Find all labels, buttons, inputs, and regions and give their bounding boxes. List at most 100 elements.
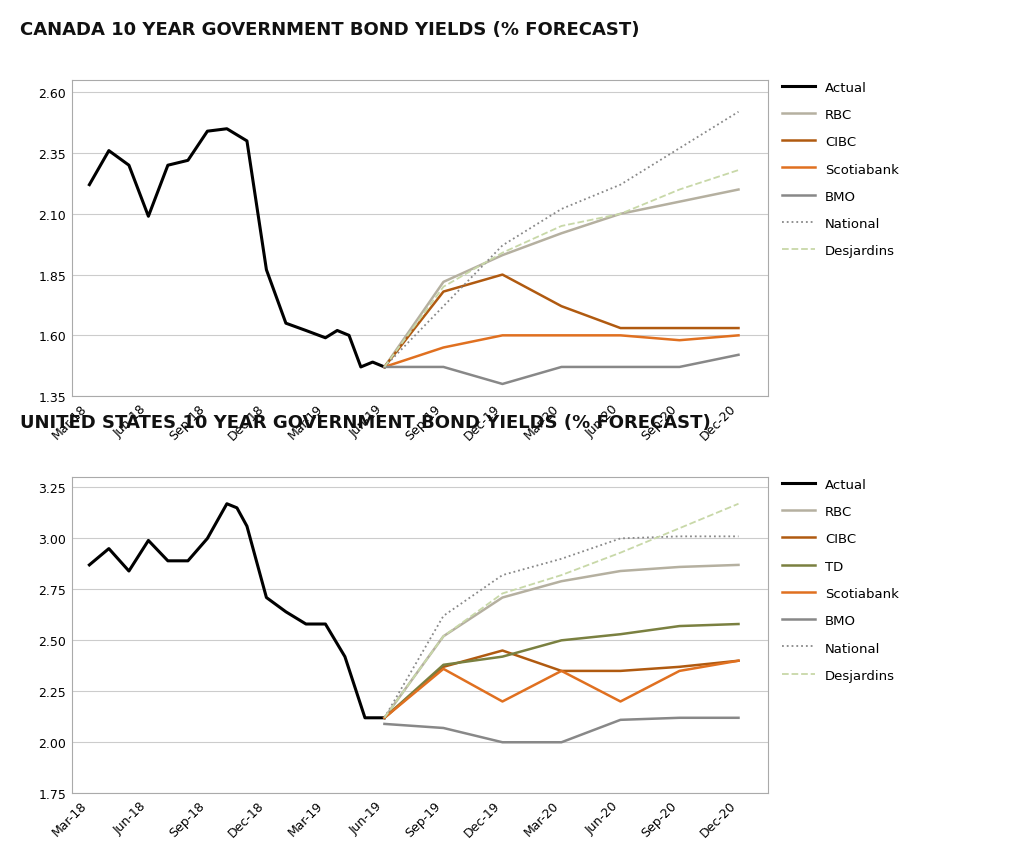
- Desjardins: [378, 713, 390, 723]
- CIBC: [732, 323, 744, 334]
- Line: RBC: RBC: [384, 190, 738, 368]
- Desjardins: [378, 363, 390, 373]
- Actual: [354, 363, 367, 373]
- Line: National: National: [384, 537, 738, 718]
- Scotiabank: [555, 666, 567, 676]
- Line: BMO: BMO: [384, 356, 738, 385]
- National: [674, 144, 686, 154]
- Actual: [202, 127, 214, 137]
- Actual: [300, 619, 312, 630]
- BMO: [378, 719, 390, 729]
- National: [437, 611, 450, 621]
- RBC: [732, 185, 744, 195]
- TD: [555, 635, 567, 646]
- Text: UNITED STATES 10 YEAR GOVERNMENT BOND YIELDS (% FORECAST): UNITED STATES 10 YEAR GOVERNMENT BOND YI…: [20, 414, 712, 432]
- Desjardins: [555, 222, 567, 232]
- National: [555, 554, 567, 564]
- CIBC: [674, 323, 686, 334]
- Actual: [331, 326, 343, 336]
- Actual: [260, 593, 272, 603]
- Line: Scotiabank: Scotiabank: [384, 336, 738, 368]
- BMO: [674, 713, 686, 723]
- CIBC: [674, 662, 686, 672]
- Desjardins: [614, 548, 627, 558]
- Actual: [358, 713, 371, 723]
- CIBC: [555, 666, 567, 676]
- Actual: [142, 212, 155, 222]
- BMO: [378, 363, 390, 373]
- TD: [614, 630, 627, 640]
- Actual: [250, 556, 262, 566]
- Actual: [123, 566, 135, 577]
- Actual: [378, 713, 390, 723]
- RBC: [555, 229, 567, 239]
- CIBC: [497, 270, 509, 281]
- Line: Actual: Actual: [89, 130, 384, 368]
- Actual: [123, 161, 135, 171]
- Actual: [339, 652, 351, 662]
- RBC: [378, 713, 390, 723]
- BMO: [437, 363, 450, 373]
- Scotiabank: [497, 331, 509, 341]
- Text: CANADA 10 YEAR GOVERNMENT BOND YIELDS (% FORECAST): CANADA 10 YEAR GOVERNMENT BOND YIELDS (%…: [20, 21, 640, 39]
- CIBC: [437, 662, 450, 672]
- National: [614, 534, 627, 544]
- Scotiabank: [378, 713, 390, 723]
- Line: RBC: RBC: [384, 566, 738, 718]
- Actual: [182, 156, 195, 166]
- Scotiabank: [378, 363, 390, 373]
- Actual: [241, 136, 253, 147]
- Desjardins: [497, 248, 509, 258]
- BMO: [614, 715, 627, 725]
- Scotiabank: [614, 697, 627, 707]
- National: [437, 302, 450, 312]
- Desjardins: [732, 499, 744, 509]
- Scotiabank: [497, 697, 509, 707]
- RBC: [674, 197, 686, 207]
- National: [555, 205, 567, 215]
- National: [378, 363, 390, 373]
- Actual: [182, 556, 195, 566]
- Scotiabank: [674, 666, 686, 676]
- RBC: [614, 210, 627, 220]
- Actual: [102, 544, 115, 554]
- RBC: [437, 277, 450, 287]
- Desjardins: [674, 524, 686, 534]
- CIBC: [437, 287, 450, 298]
- Actual: [221, 125, 233, 135]
- Actual: [230, 503, 243, 514]
- TD: [674, 621, 686, 631]
- Actual: [142, 536, 155, 546]
- Actual: [367, 357, 379, 368]
- Line: National: National: [384, 113, 738, 368]
- Actual: [162, 161, 174, 171]
- Line: TD: TD: [384, 624, 738, 718]
- Line: Desjardins: Desjardins: [384, 504, 738, 718]
- Actual: [83, 180, 95, 190]
- Actual: [162, 556, 174, 566]
- Desjardins: [437, 282, 450, 293]
- Scotiabank: [437, 343, 450, 353]
- Scotiabank: [437, 664, 450, 674]
- Legend: Actual, RBC, CIBC, TD, Scotiabank, BMO, National, Desjardins: Actual, RBC, CIBC, TD, Scotiabank, BMO, …: [781, 478, 899, 682]
- Line: Actual: Actual: [89, 504, 384, 718]
- CIBC: [614, 323, 627, 334]
- CIBC: [614, 666, 627, 676]
- BMO: [732, 713, 744, 723]
- Actual: [319, 334, 332, 344]
- Line: Scotiabank: Scotiabank: [384, 661, 738, 718]
- BMO: [614, 363, 627, 373]
- Desjardins: [732, 165, 744, 176]
- National: [732, 107, 744, 118]
- RBC: [437, 631, 450, 641]
- Actual: [102, 147, 115, 157]
- Scotiabank: [732, 331, 744, 341]
- Actual: [300, 326, 312, 336]
- CIBC: [378, 363, 390, 373]
- National: [732, 531, 744, 542]
- Actual: [280, 607, 292, 618]
- Desjardins: [437, 631, 450, 641]
- National: [497, 571, 509, 581]
- BMO: [437, 723, 450, 734]
- Scotiabank: [732, 656, 744, 666]
